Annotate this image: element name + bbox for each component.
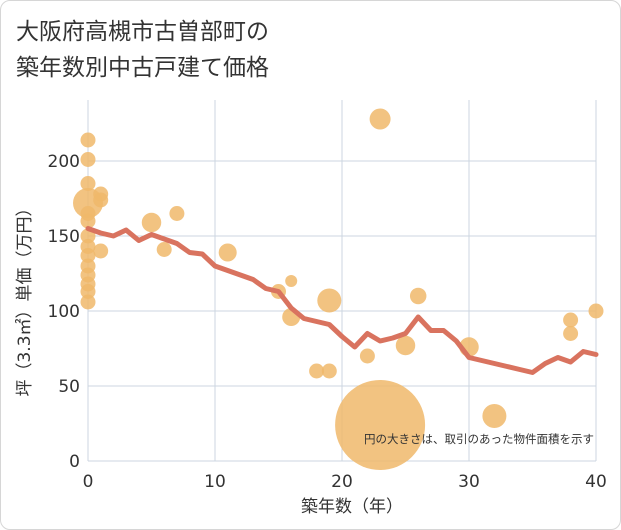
x-tick-labels: 0 10 20 30 40 [83,472,607,492]
x-tick-label: 10 [204,472,226,492]
scatter-point [80,152,96,167]
scatter-point [563,326,579,341]
x-tick-label: 20 [331,472,353,492]
scatter-point [335,380,426,470]
scatter-point [93,243,109,259]
y-tick-label: 100 [48,302,80,322]
x-tick-label: 0 [83,472,94,492]
scatter-point [80,132,96,148]
scatter-point [80,248,96,263]
scatter-point [141,212,162,233]
scatter-point [80,294,96,310]
scatter-point [369,108,391,130]
scatter-point [169,206,185,221]
chart-title: 大阪府高槻市古曽部町の 築年数別中古戸建て価格 [16,14,269,86]
scatter-points [73,108,604,470]
scatter-point [317,288,342,313]
y-tick-label: 50 [58,377,80,397]
scatter-point [588,303,604,319]
x-tick-label: 30 [458,472,480,492]
scatter-point [321,363,337,379]
scatter-point [409,287,427,305]
scatter-point [80,176,96,191]
grid-lines [87,100,597,462]
scatter-point [563,312,579,328]
scatter-point [218,243,237,262]
scatter-point [482,404,507,428]
chart-title-line-2: 築年数別中古戸建て価格 [16,55,269,81]
y-tick-labels: 0 50 100 150 200 [48,152,80,472]
y-tick-label: 0 [69,452,80,472]
scatter-point [359,348,375,364]
x-tick-label: 40 [585,472,607,492]
scatter-point [395,335,416,356]
scatter-point [80,213,96,229]
size-note: 円の大きさは、取引のあった物件面積を示す [364,432,594,446]
y-tick-label: 150 [48,227,80,247]
trend-line [85,226,599,375]
y-tick-label: 200 [48,152,80,172]
scatter-point [93,192,109,208]
chart-title-line-1: 大阪府高槻市古曽部町の [16,19,269,45]
scatter-point [156,242,172,257]
scatter-point [309,363,325,379]
y-axis-label: 坪（3.3㎡）単価（万円） [15,199,35,396]
scatter-point [80,284,96,299]
x-axis-label: 築年数（年） [301,497,403,517]
scatter-point [285,275,298,287]
